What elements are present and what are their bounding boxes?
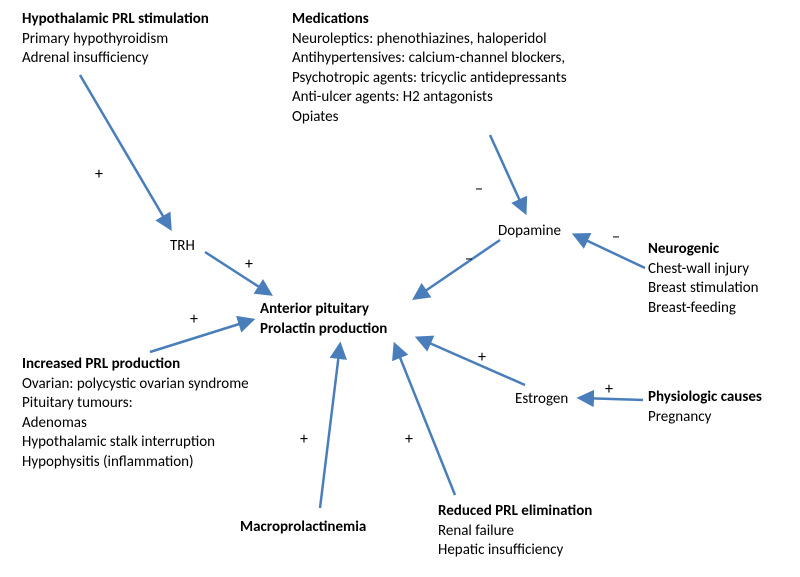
minus-sign: − bbox=[475, 180, 483, 199]
block-line: Renal failure bbox=[438, 522, 592, 542]
block-title: Neurogenic bbox=[648, 240, 759, 260]
arrow bbox=[395, 345, 455, 495]
arrow bbox=[205, 252, 270, 294]
arrow bbox=[80, 75, 170, 228]
block-line: Pregnancy bbox=[648, 408, 762, 428]
block-line: Pituitary tumours: bbox=[22, 394, 249, 414]
node-dopamine: Dopamine bbox=[498, 222, 561, 240]
block-line: Adenomas bbox=[22, 414, 249, 434]
block-increased: Increased PRL production Ovarian: polycy… bbox=[22, 355, 249, 472]
node-trh: TRH bbox=[170, 237, 195, 255]
block-line: Opiates bbox=[292, 108, 567, 128]
block-line: Neuroleptics: phenothiazines, haloperido… bbox=[292, 30, 567, 50]
arrow bbox=[575, 235, 645, 268]
arrow bbox=[418, 338, 525, 385]
arrow bbox=[150, 320, 252, 352]
plus-sign: + bbox=[245, 255, 253, 274]
minus-sign: − bbox=[465, 250, 473, 269]
block-line: Anti-ulcer agents: H2 antagonists bbox=[292, 88, 567, 108]
block-title: Physiologic causes bbox=[648, 388, 762, 408]
block-title: Hypothalamic PRL stimulation bbox=[22, 10, 209, 30]
block-medications: Medications Neuroleptics: phenothiazines… bbox=[292, 10, 567, 127]
block-reduced: Reduced PRL elimination Renal failure He… bbox=[438, 502, 592, 561]
block-neurogenic: Neurogenic Chest-wall injury Breast stim… bbox=[648, 240, 759, 318]
block-title: Macroprolactinemia bbox=[240, 518, 366, 538]
block-line: Hypophysitis (inflammation) bbox=[22, 453, 249, 473]
arrow bbox=[320, 345, 340, 508]
plus-sign: + bbox=[605, 380, 613, 399]
block-line: Psychotropic agents: tricyclic antidepre… bbox=[292, 69, 567, 89]
block-macro: Macroprolactinemia bbox=[240, 518, 366, 538]
plus-sign: + bbox=[95, 165, 103, 184]
arrow bbox=[415, 240, 500, 298]
node-center-1: Anterior pituitary bbox=[260, 300, 369, 318]
block-title: Increased PRL production bbox=[22, 355, 249, 375]
block-line: Ovarian: polycystic ovarian syndrome bbox=[22, 375, 249, 395]
block-line: Hepatic insufficiency bbox=[438, 541, 592, 561]
plus-sign: + bbox=[405, 430, 413, 449]
arrow bbox=[490, 135, 525, 212]
node-estrogen: Estrogen bbox=[515, 390, 568, 408]
block-line: Primary hypothyroidism bbox=[22, 30, 209, 50]
plus-sign: + bbox=[478, 348, 486, 367]
plus-sign: + bbox=[300, 430, 308, 449]
minus-sign: − bbox=[612, 228, 620, 247]
block-line: Breast-feeding bbox=[648, 299, 759, 319]
block-physiologic: Physiologic causes Pregnancy bbox=[648, 388, 762, 427]
block-line: Antihypertensives: calcium-channel block… bbox=[292, 49, 567, 69]
plus-sign: + bbox=[190, 310, 198, 329]
block-title: Reduced PRL elimination bbox=[438, 502, 592, 522]
node-center-2: Prolactin production bbox=[260, 320, 387, 338]
block-line: Hypothalamic stalk interruption bbox=[22, 433, 249, 453]
block-line: Adrenal insufficiency bbox=[22, 49, 209, 69]
block-hypothalamic: Hypothalamic PRL stimulation Primary hyp… bbox=[22, 10, 209, 69]
block-line: Breast stimulation bbox=[648, 279, 759, 299]
block-title: Medications bbox=[292, 10, 567, 30]
block-line: Chest-wall injury bbox=[648, 260, 759, 280]
